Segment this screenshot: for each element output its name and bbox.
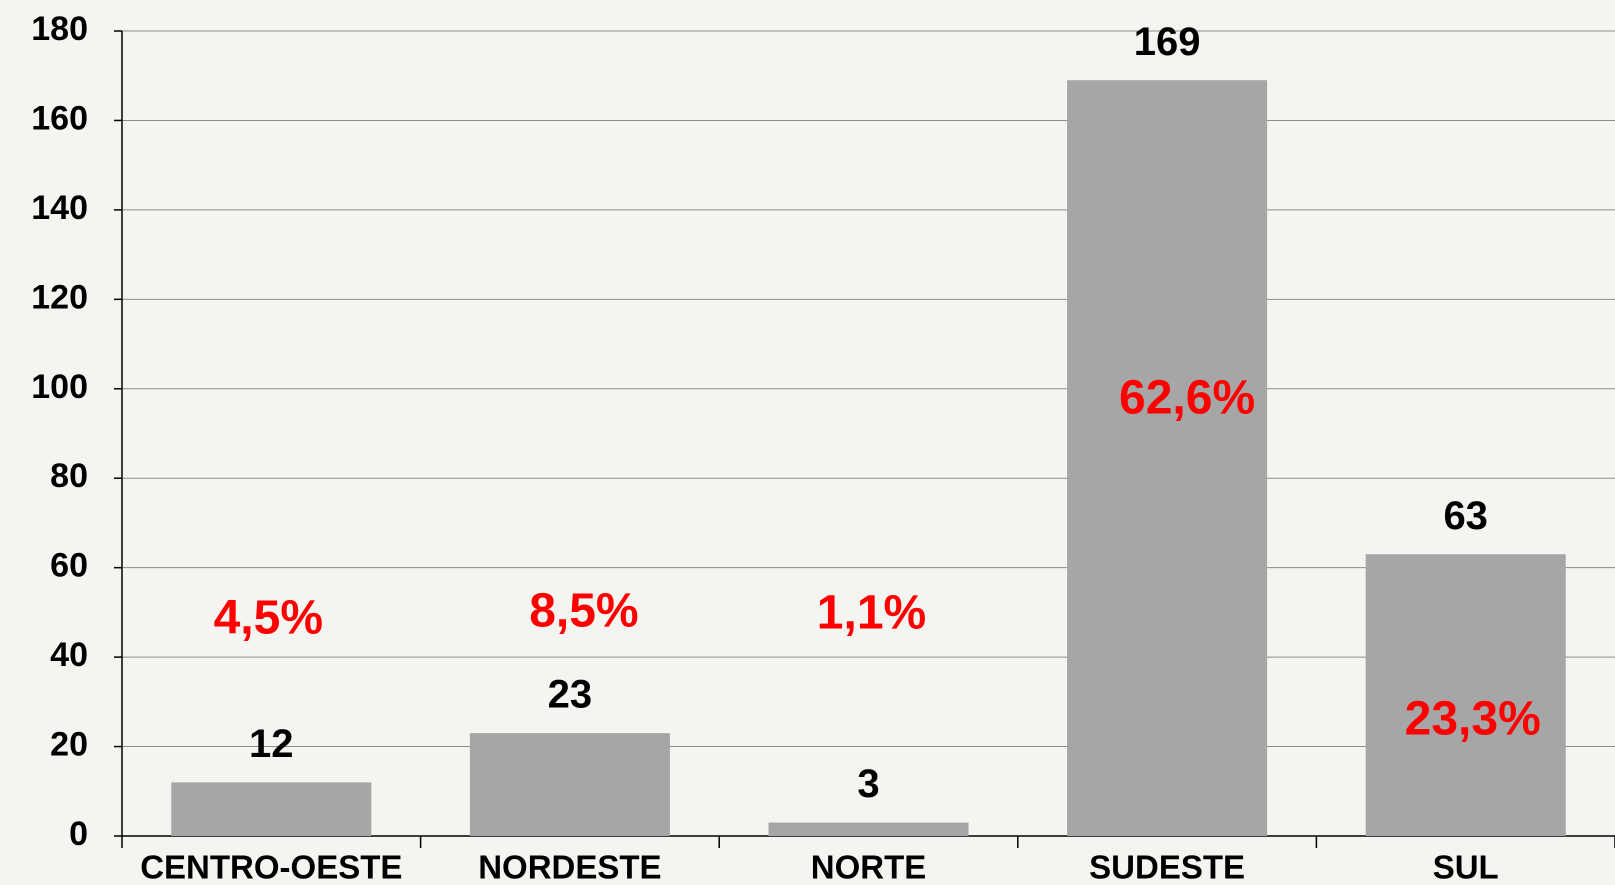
value-label: 3 [857,762,879,806]
value-label: 169 [1134,20,1201,64]
y-tick-label: 140 [31,189,88,227]
x-tick-label: NORTE [811,849,927,885]
percent-label: 4,5% [214,592,323,645]
x-tick-label: CENTRO-OESTE [140,849,402,885]
y-tick-label: 80 [50,457,88,495]
value-label: 63 [1443,494,1488,538]
percent-label: 62,6% [1119,372,1255,425]
y-tick-label: 20 [50,726,88,764]
y-tick-label: 120 [31,278,88,316]
y-tick-label: 0 [69,815,88,853]
x-tick-label: SUL [1433,849,1499,885]
bar [768,822,969,836]
bar [1067,80,1268,836]
bar [469,733,670,836]
x-tick-label: NORDESTE [478,849,661,885]
percent-label: 8,5% [529,585,638,638]
y-tick-label: 160 [31,99,88,137]
y-tick-label: 40 [50,636,88,674]
y-tick-label: 180 [31,10,88,48]
value-label: 23 [548,673,593,717]
value-label: 12 [249,722,294,766]
y-tick-label: 100 [31,368,88,406]
y-tick-label: 60 [50,547,88,585]
bar [1365,554,1566,836]
percent-label: 1,1% [817,587,926,640]
percent-label: 23,3% [1405,693,1541,746]
bar [171,782,372,836]
x-tick-label: SUDESTE [1089,849,1245,885]
